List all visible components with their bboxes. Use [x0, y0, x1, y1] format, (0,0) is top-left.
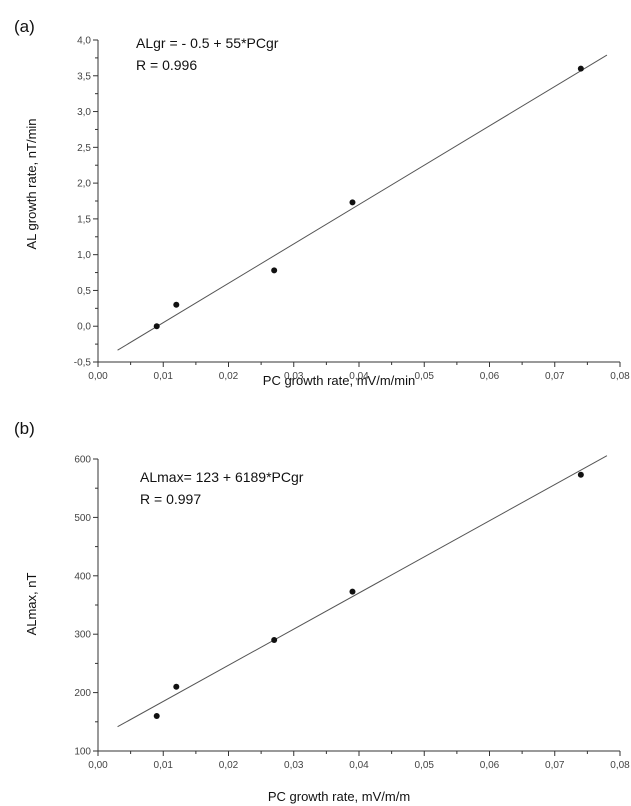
x-tick-label: 0,08 — [610, 371, 630, 382]
x-tick-label: 0,02 — [219, 760, 239, 771]
x-tick-label: 0,05 — [415, 760, 435, 771]
x-tick-label: 0,07 — [545, 371, 565, 382]
data-point — [153, 712, 160, 719]
chart-panel-b: (b) ALmax= 123 + 6189*PCgr R = 0.997 PC … — [14, 419, 630, 804]
y-tick-label: 2,0 — [77, 179, 91, 190]
x-tick-label: 0,00 — [88, 760, 108, 771]
x-tick-label: 0,01 — [154, 760, 174, 771]
y-axis-title-a: AL growth rate, nT/min — [24, 118, 39, 249]
fit-equation-a: ALgr = - 0.5 + 55*PCgr — [136, 35, 279, 51]
correlation-label-a: R = 0.996 — [136, 57, 197, 73]
x-tick-label: 0,04 — [349, 760, 369, 771]
y-tick-label: 3,5 — [77, 71, 91, 82]
data-point — [173, 683, 180, 690]
y-tick-label: 500 — [74, 513, 91, 524]
y-tick-label: 3,0 — [77, 107, 91, 118]
data-point — [271, 267, 278, 274]
x-tick-label: 0,07 — [545, 760, 565, 771]
y-tick-label: 0,5 — [77, 286, 91, 297]
data-point — [349, 588, 356, 595]
y-tick-label: 2,5 — [77, 143, 91, 154]
chart-panel-a: (a) ALgr = - 0.5 + 55*PCgr R = 0.996 PC … — [14, 17, 630, 388]
regression-line-a — [117, 54, 608, 351]
y-axis-title-b: ALmax, nT — [24, 573, 39, 636]
panel-label-b: (b) — [14, 419, 35, 438]
x-axis-title-b: PC growth rate, mV/m/m — [268, 789, 410, 804]
y-tick-label: 400 — [74, 571, 91, 582]
y-tick-label: 100 — [74, 747, 91, 758]
data-point — [153, 323, 160, 330]
x-tick-label: 0,05 — [415, 371, 435, 382]
panel-label-a: (a) — [14, 17, 35, 36]
x-tick-label: 0,02 — [219, 371, 239, 382]
x-tick-label: 0,08 — [610, 760, 630, 771]
x-axis-title-a: PC growth rate, mV/m/min — [263, 373, 415, 388]
y-tick-label: 300 — [74, 630, 91, 641]
y-tick-label: 1,5 — [77, 214, 91, 225]
x-tick-label: 0,03 — [284, 760, 304, 771]
x-tick-label: 0,03 — [284, 371, 304, 382]
fit-equation-b: ALmax= 123 + 6189*PCgr — [140, 469, 304, 485]
x-tick-label: 0,01 — [154, 371, 174, 382]
y-tick-label: 1,0 — [77, 250, 91, 261]
x-tick-label: 0,06 — [480, 760, 500, 771]
y-tick-label: 600 — [74, 455, 91, 466]
correlation-label-b: R = 0.997 — [140, 491, 201, 507]
data-point — [173, 301, 180, 308]
y-tick-label: 0,0 — [77, 322, 91, 333]
data-point — [577, 65, 584, 72]
data-point — [349, 199, 356, 206]
regression-line-b — [117, 455, 608, 728]
y-tick-label: -0,5 — [74, 358, 92, 369]
y-tick-label: 4,0 — [77, 36, 91, 47]
x-tick-label: 0,00 — [88, 371, 108, 382]
x-tick-label: 0,04 — [349, 371, 369, 382]
data-point — [271, 637, 278, 644]
data-point — [577, 471, 584, 478]
x-tick-label: 0,06 — [480, 371, 500, 382]
y-tick-label: 200 — [74, 688, 91, 699]
